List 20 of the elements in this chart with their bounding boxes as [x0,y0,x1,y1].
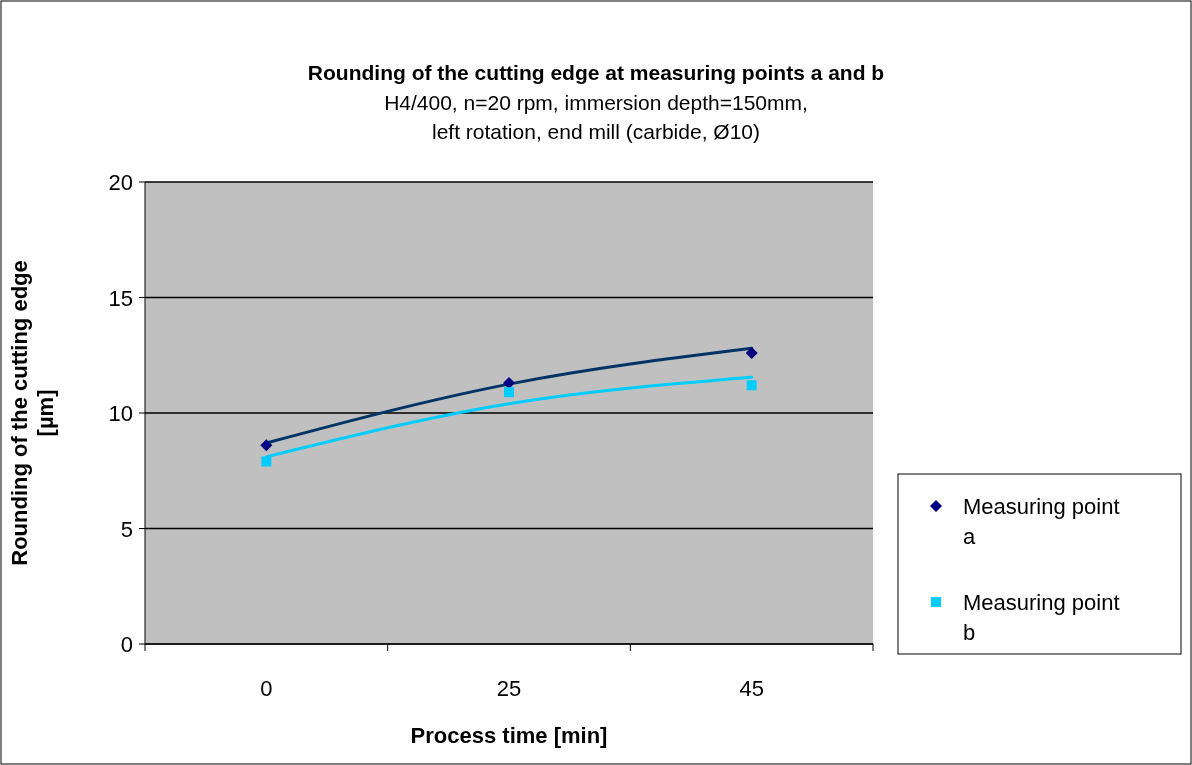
x-tick-label: 45 [739,676,764,701]
legend-label: Measuring point b [963,590,1120,645]
y-tick-label: 20 [108,170,133,195]
y-tick-label: 10 [108,401,133,426]
y-tick-label: 0 [120,632,133,657]
x-tick-label: 0 [260,676,273,701]
y-tick-label: 5 [120,516,133,542]
point [260,439,273,452]
legend-label: Measuring point a [963,494,1120,549]
point [745,346,758,359]
x-tick-label: 25 [496,676,522,701]
point [504,387,514,398]
y-tick-label: 15 [108,285,133,311]
point [503,376,515,389]
y-axis-title: Rounding of the cutting edge [µm] [7,260,58,566]
x-axis-title: Process time [min] [410,723,608,748]
chart-title: Rounding of the cutting edge at measuring points a and b [307,61,885,84]
chart-subtitle: H4/400, n=20 rpm, immersion depth=150mm, left rotation, end mill (carbide, Ø10) [384,91,808,143]
point [746,380,757,391]
point [261,456,272,467]
